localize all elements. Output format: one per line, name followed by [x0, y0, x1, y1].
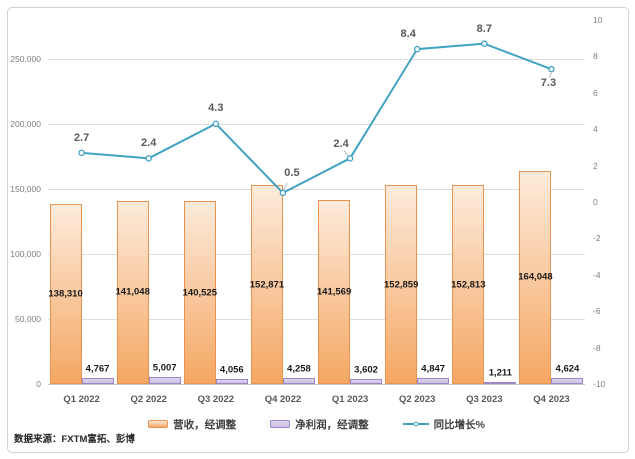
revenue-value-label: 164,048	[518, 271, 553, 283]
net-profit-value-label: 4,056	[219, 364, 244, 376]
legend-item-growth: 同比增长%	[402, 417, 485, 432]
gridline	[48, 319, 585, 320]
growth-value-label: 2.4	[141, 137, 157, 150]
right-axis-tick-label: -6	[593, 306, 601, 317]
right-axis-tick-label: -10	[593, 379, 606, 389]
net-profit-value-label: 3,602	[354, 364, 378, 376]
gridline	[48, 254, 585, 255]
x-axis-tick-label: Q1 2023	[331, 394, 369, 405]
growth-value-label: 0.5	[284, 166, 300, 179]
net-profit-value-label: 4,624	[555, 363, 580, 375]
bar-net-profit	[282, 378, 315, 384]
bar-revenue	[49, 204, 82, 384]
net-profit-value-label: 5,007	[152, 362, 177, 374]
right-axis-tick-label: -8	[593, 342, 601, 353]
growth-value-label: 8.4	[400, 28, 416, 41]
right-axis-tick-label: 6	[593, 87, 598, 98]
bar-net-profit	[81, 377, 114, 384]
x-axis-tick-label: Q2 2022	[130, 394, 167, 405]
gridline	[48, 189, 585, 190]
source-note: 数据来源：FXTM富拓、彭博	[14, 434, 135, 445]
left-axis-tick-label: 100,000	[10, 249, 41, 259]
right-axis-tick-label: -4	[593, 269, 601, 280]
x-axis-tick-label: Q2 2023	[398, 394, 436, 405]
growth-line	[81, 42, 552, 194]
growth-point-marker	[413, 45, 421, 53]
x-axis-tick-label: Q4 2023	[533, 394, 570, 405]
bar-revenue	[116, 200, 149, 384]
x-axis-tick-label: Q3 2022	[197, 394, 235, 405]
left-axis-tick-label: 250,000	[10, 54, 41, 64]
bar-revenue	[318, 199, 351, 384]
left-axis-tick-label: 50,000	[15, 314, 41, 324]
revenue-value-label: 141,569	[316, 286, 352, 298]
gridline	[48, 59, 585, 60]
bar-net-profit	[350, 379, 383, 384]
gridline	[48, 124, 585, 125]
label-leader-line	[343, 150, 349, 156]
left-axis-tick-label: 150,000	[10, 184, 41, 194]
right-axis-tick-label: 8	[593, 51, 598, 62]
growth-value-label: 2.4	[333, 138, 349, 151]
growth-value-label: 7.3	[540, 77, 557, 90]
bar-revenue	[519, 170, 552, 384]
legend-item-revenue: 营收，经调整	[148, 417, 236, 432]
right-axis-tick-label: 2	[593, 160, 598, 171]
chart-frame: 0 50,000 100,000 150,000 200,000 250,000 -10 -8…	[7, 7, 629, 453]
revenue-value-label: 152,871	[249, 279, 285, 291]
chart-legend: 营收，经调整 净利润，经调整 同比增长%	[48, 414, 585, 434]
growth-value-label: 4.3	[208, 101, 224, 114]
growth-point-marker	[145, 155, 152, 162]
growth-point-marker	[346, 155, 354, 162]
legend-label-net-profit: 净利润，经调整	[295, 418, 369, 431]
right-axis-tick-label: 4	[593, 124, 598, 135]
label-leader-line	[283, 182, 288, 190]
bar-net-profit	[148, 377, 181, 384]
revenue-value-label: 141,048	[115, 286, 150, 298]
growth-point-marker	[548, 65, 555, 73]
net-profit-value-label: 4,847	[421, 363, 446, 375]
bar-revenue	[385, 185, 418, 384]
bar-net-profit	[551, 377, 584, 384]
x-axis-tick-label: Q3 2023	[466, 394, 503, 405]
right-axis-tick-label: 10	[593, 15, 603, 25]
revenue-value-label: 138,310	[48, 288, 83, 300]
growth-value-label: 8.7	[476, 22, 492, 35]
revenue-swatch-icon	[148, 420, 169, 428]
growth-line-swatch-icon	[402, 421, 429, 427]
growth-marker-icon	[413, 421, 419, 427]
right-axis-tick-label: 0	[593, 197, 598, 207]
net-profit-value-label: 4,258	[287, 363, 311, 375]
right-axis-tick-label: -2	[593, 233, 601, 244]
bar-revenue	[452, 185, 485, 384]
net-profit-value-label: 4,767	[85, 363, 110, 375]
x-axis-tick-label: Q4 2022	[264, 394, 302, 405]
bar-revenue	[183, 201, 216, 384]
bar-net-profit	[484, 382, 517, 385]
legend-label-revenue: 营收，经调整	[173, 418, 237, 431]
x-axis-line	[48, 384, 585, 385]
growth-value-label: 2.7	[73, 131, 90, 144]
growth-point-marker	[78, 149, 85, 157]
growth-point-marker	[481, 40, 488, 47]
revenue-value-label: 152,859	[384, 279, 419, 291]
net-profit-value-label: 1,211	[488, 367, 512, 379]
revenue-value-label: 152,813	[451, 279, 486, 291]
bar-net-profit	[215, 378, 248, 384]
revenue-value-label: 140,525	[182, 287, 217, 299]
left-axis-tick-label: 0	[36, 379, 41, 389]
left-axis-tick-label: 200,000	[10, 119, 41, 129]
legend-item-net-profit: 净利润，经调整	[270, 417, 369, 432]
x-axis-tick-label: Q1 2022	[63, 394, 100, 405]
net-profit-swatch-icon	[270, 420, 291, 428]
bar-revenue	[250, 185, 283, 384]
legend-label-growth: 同比增长%	[433, 418, 485, 431]
bar-net-profit	[417, 377, 450, 384]
